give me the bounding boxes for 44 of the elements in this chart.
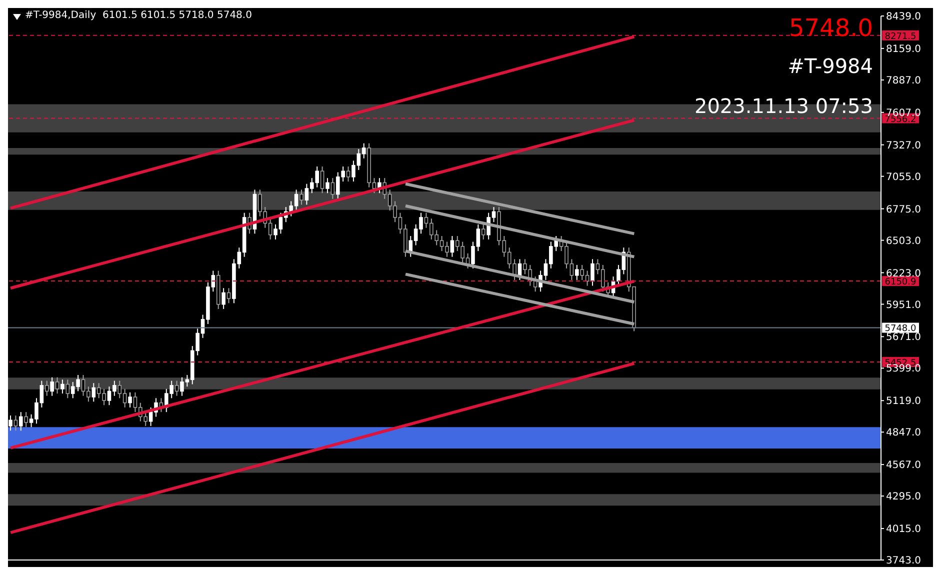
candlestick <box>50 376 54 396</box>
candlestick <box>92 382 96 402</box>
candlestick <box>8 415 12 432</box>
candlestick <box>44 380 49 396</box>
candlestick <box>24 412 28 428</box>
candlestick <box>226 288 231 304</box>
candlestick <box>450 235 454 258</box>
y-tick-label: 5671.0 <box>886 332 921 344</box>
candlestick <box>222 288 226 310</box>
y-tick-label: 6775.0 <box>886 204 921 216</box>
candlestick <box>66 379 70 399</box>
y-tick-label: 4847.0 <box>886 428 921 439</box>
candlestick <box>55 376 60 394</box>
annotation: #T-9984 <box>788 54 873 78</box>
candlestick <box>330 178 335 200</box>
y-tick-label: 6503.0 <box>886 236 921 247</box>
ref-line-label: 6150.9 <box>884 278 917 288</box>
y-tick-label: 8159.0 <box>886 44 921 55</box>
y-tick-label: 3743.0 <box>886 556 921 567</box>
ref-line-label: 8271.5 <box>884 32 916 42</box>
annotation: 2023.11.13 07:53 <box>694 94 873 118</box>
candlestick <box>174 380 179 396</box>
candlestick <box>481 224 486 240</box>
y-tick-label: 4567.0 <box>886 460 921 472</box>
candlestick <box>300 189 304 206</box>
y-tick-label: 7887.0 <box>886 75 921 86</box>
annotation: 5748.0 <box>789 14 873 42</box>
y-tick-label: 7055.0 <box>886 172 921 183</box>
candlestick <box>18 412 23 432</box>
chart-title: #T-9984,Daily 6101.5 6101.5 5718.0 5748.0 <box>25 10 252 21</box>
candlestick <box>320 166 324 194</box>
y-tick-label: 8439.0 <box>886 12 921 23</box>
candlestick <box>14 415 18 432</box>
candlestick <box>60 379 64 394</box>
y-tick-label: 7327.0 <box>886 140 921 152</box>
y-tick-label: 4295.0 <box>886 492 921 503</box>
candlestick <box>128 392 132 408</box>
candlestick <box>575 264 579 281</box>
y-tick-label: 5119.0 <box>886 396 921 408</box>
candlestick <box>326 178 330 194</box>
candlestick <box>346 166 350 182</box>
candlestick <box>590 258 594 286</box>
y-tick-label: 5951.0 <box>886 300 921 311</box>
y-tick-label: 4015.0 <box>886 524 921 536</box>
